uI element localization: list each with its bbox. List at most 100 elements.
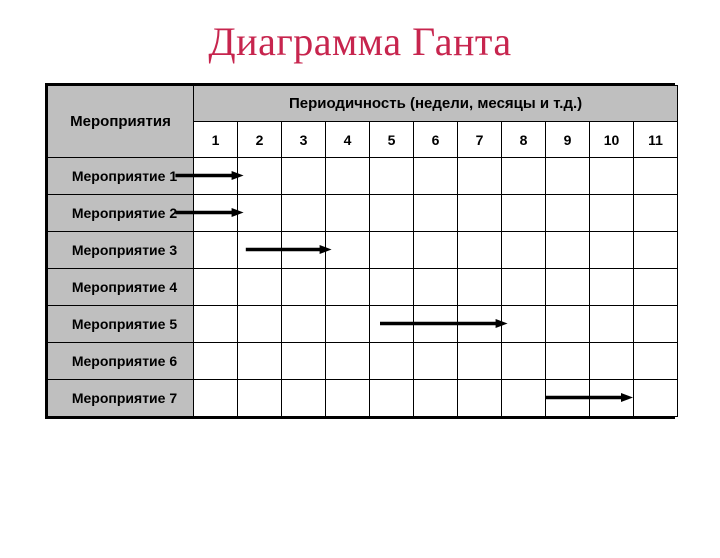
cell-r6-c10 <box>590 343 634 380</box>
cell-r7-c7 <box>458 380 502 417</box>
task-row-6: Мероприятие 6 <box>48 343 678 380</box>
cell-r4-c10 <box>590 269 634 306</box>
period-col-6: 6 <box>414 122 458 158</box>
cell-r3-c11 <box>634 232 678 269</box>
cell-r4-c6 <box>414 269 458 306</box>
cell-r5-c10 <box>590 306 634 343</box>
cell-r1-c1 <box>194 158 238 195</box>
slide-title: Диаграмма Ганта <box>0 18 720 65</box>
period-col-10: 10 <box>590 122 634 158</box>
cell-r4-c3 <box>282 269 326 306</box>
cell-r5-c11 <box>634 306 678 343</box>
cell-r2-c4 <box>326 195 370 232</box>
cell-r3-c10 <box>590 232 634 269</box>
period-col-9: 9 <box>546 122 590 158</box>
cell-r7-c3 <box>282 380 326 417</box>
cell-r7-c2 <box>238 380 282 417</box>
cell-r1-c9 <box>546 158 590 195</box>
cell-r2-c2 <box>238 195 282 232</box>
task-row-2: Мероприятие 2 <box>48 195 678 232</box>
cell-r6-c2 <box>238 343 282 380</box>
cell-r2-c5 <box>370 195 414 232</box>
cell-r1-c4 <box>326 158 370 195</box>
cell-r7-c5 <box>370 380 414 417</box>
cell-r7-c1 <box>194 380 238 417</box>
cell-r4-c5 <box>370 269 414 306</box>
cell-r2-c11 <box>634 195 678 232</box>
cell-r7-c10 <box>590 380 634 417</box>
cell-r2-c9 <box>546 195 590 232</box>
cell-r4-c8 <box>502 269 546 306</box>
cell-r6-c3 <box>282 343 326 380</box>
cell-r7-c6 <box>414 380 458 417</box>
cell-r3-c6 <box>414 232 458 269</box>
cell-r4-c2 <box>238 269 282 306</box>
cell-r1-c10 <box>590 158 634 195</box>
task-label-2: Мероприятие 2 <box>48 195 194 232</box>
cell-r5-c4 <box>326 306 370 343</box>
cell-r1-c8 <box>502 158 546 195</box>
cell-r1-c11 <box>634 158 678 195</box>
cell-r1-c5 <box>370 158 414 195</box>
cell-r6-c4 <box>326 343 370 380</box>
cell-r3-c1 <box>194 232 238 269</box>
cell-r5-c7 <box>458 306 502 343</box>
period-col-5: 5 <box>370 122 414 158</box>
task-label-1: Мероприятие 1 <box>48 158 194 195</box>
cell-r6-c5 <box>370 343 414 380</box>
cell-r1-c7 <box>458 158 502 195</box>
cell-r1-c3 <box>282 158 326 195</box>
cell-r7-c4 <box>326 380 370 417</box>
task-row-7: Мероприятие 7 <box>48 380 678 417</box>
period-col-2: 2 <box>238 122 282 158</box>
cell-r2-c1 <box>194 195 238 232</box>
cell-r6-c8 <box>502 343 546 380</box>
task-row-3: Мероприятие 3 <box>48 232 678 269</box>
cell-r2-c7 <box>458 195 502 232</box>
task-row-1: Мероприятие 1 <box>48 158 678 195</box>
cell-r3-c4 <box>326 232 370 269</box>
task-label-3: Мероприятие 3 <box>48 232 194 269</box>
cell-r5-c8 <box>502 306 546 343</box>
cell-r2-c6 <box>414 195 458 232</box>
period-col-7: 7 <box>458 122 502 158</box>
cell-r5-c6 <box>414 306 458 343</box>
task-row-5: Мероприятие 5 <box>48 306 678 343</box>
gantt-chart: Мероприятия Периодичность (недели, месяц… <box>45 83 675 419</box>
cell-r6-c11 <box>634 343 678 380</box>
cell-r2-c10 <box>590 195 634 232</box>
period-col-1: 1 <box>194 122 238 158</box>
cell-r1-c2 <box>238 158 282 195</box>
gantt-table: Мероприятия Периодичность (недели, месяц… <box>47 85 678 417</box>
cell-r2-c3 <box>282 195 326 232</box>
cell-r4-c11 <box>634 269 678 306</box>
task-label-7: Мероприятие 7 <box>48 380 194 417</box>
cell-r5-c9 <box>546 306 590 343</box>
period-col-4: 4 <box>326 122 370 158</box>
cell-r4-c1 <box>194 269 238 306</box>
cell-r4-c4 <box>326 269 370 306</box>
cell-r6-c9 <box>546 343 590 380</box>
cell-r3-c9 <box>546 232 590 269</box>
cell-r7-c8 <box>502 380 546 417</box>
row-header-label: Мероприятия <box>48 86 194 158</box>
cell-r5-c3 <box>282 306 326 343</box>
period-col-3: 3 <box>282 122 326 158</box>
task-label-4: Мероприятие 4 <box>48 269 194 306</box>
cell-r5-c1 <box>194 306 238 343</box>
periodicity-label: Периодичность (недели, месяцы и т.д.) <box>194 86 678 122</box>
cell-r7-c11 <box>634 380 678 417</box>
period-col-8: 8 <box>502 122 546 158</box>
task-label-6: Мероприятие 6 <box>48 343 194 380</box>
task-label-5: Мероприятие 5 <box>48 306 194 343</box>
cell-r3-c7 <box>458 232 502 269</box>
cell-r5-c2 <box>238 306 282 343</box>
task-row-4: Мероприятие 4 <box>48 269 678 306</box>
cell-r6-c7 <box>458 343 502 380</box>
cell-r6-c6 <box>414 343 458 380</box>
cell-r3-c3 <box>282 232 326 269</box>
cell-r3-c5 <box>370 232 414 269</box>
cell-r4-c9 <box>546 269 590 306</box>
cell-r1-c6 <box>414 158 458 195</box>
cell-r5-c5 <box>370 306 414 343</box>
